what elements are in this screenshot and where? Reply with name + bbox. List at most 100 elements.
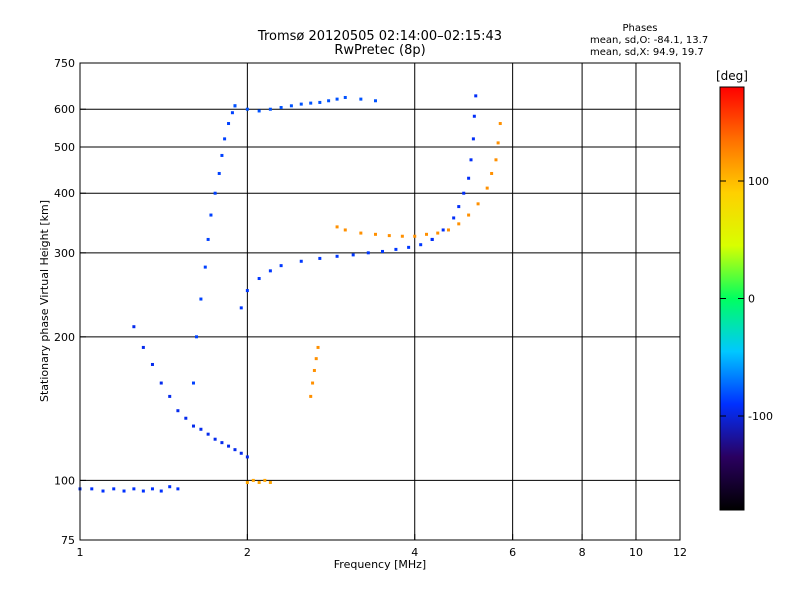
data-point <box>425 232 429 236</box>
data-point <box>239 306 243 310</box>
data-point <box>467 176 471 180</box>
chart-title: Tromsø 20120505 02:14:00–02:15:43 <box>257 29 502 44</box>
legend-x-stats: mean, sd,X: 94.9, 19.7 <box>590 47 704 58</box>
data-point <box>316 345 320 349</box>
data-point <box>380 249 384 253</box>
data-point <box>366 251 370 255</box>
data-point <box>220 153 224 157</box>
data-point <box>213 191 217 195</box>
data-point <box>227 122 231 126</box>
data-point <box>351 253 355 257</box>
y-tick-label: 500 <box>54 141 75 154</box>
data-point <box>199 297 203 301</box>
data-point <box>194 335 198 339</box>
data-point <box>251 478 255 482</box>
data-point <box>150 362 154 366</box>
x-tick-label: 4 <box>411 546 418 559</box>
data-point <box>159 381 163 385</box>
data-point <box>476 202 480 206</box>
data-point <box>318 256 322 260</box>
data-point <box>184 416 188 420</box>
data-point <box>311 381 315 385</box>
data-point <box>373 99 377 103</box>
data-point <box>268 269 272 273</box>
data-point <box>289 104 293 108</box>
data-point <box>452 216 456 220</box>
data-point <box>168 485 172 489</box>
data-point <box>150 487 154 491</box>
data-point <box>472 114 476 118</box>
data-point <box>462 191 466 195</box>
data-point <box>457 222 461 226</box>
data-point <box>335 97 339 101</box>
data-point <box>494 158 498 162</box>
data-point <box>122 489 126 493</box>
data-point <box>101 489 105 493</box>
data-point <box>419 243 423 247</box>
data-point <box>245 455 249 459</box>
data-point <box>257 277 261 281</box>
data-point <box>469 158 473 162</box>
data-point <box>239 451 243 455</box>
data-point <box>496 141 500 145</box>
data-point <box>206 432 210 436</box>
colorbar-tick-label: -100 <box>748 410 773 423</box>
x-tick-label: 6 <box>509 546 516 559</box>
data-point <box>335 225 339 229</box>
chart-subtitle: RwPretec (8p) <box>334 43 425 58</box>
colorbar-ticks: 100 0 -100 <box>720 175 773 423</box>
data-point <box>263 478 267 482</box>
y-tick-label: 600 <box>54 103 75 116</box>
data-point <box>90 487 94 491</box>
data-point <box>245 107 249 111</box>
data-point <box>159 489 163 493</box>
data-point <box>279 264 283 268</box>
x-tick-label: 10 <box>629 546 643 559</box>
data-point <box>191 381 195 385</box>
data-point <box>436 231 440 235</box>
data-point <box>373 232 377 236</box>
data-point <box>227 444 231 448</box>
x-tick-label: 2 <box>244 546 251 559</box>
data-point <box>309 394 313 398</box>
y-tick-label: 200 <box>54 331 75 344</box>
data-point <box>359 231 363 235</box>
data-point <box>209 213 213 217</box>
data-point <box>299 259 303 263</box>
data-point <box>176 409 180 413</box>
y-tick-label: 75 <box>61 534 75 547</box>
data-point <box>206 237 210 241</box>
data-point <box>176 487 180 491</box>
data-point <box>485 186 489 190</box>
data-point <box>233 104 237 108</box>
y-tick-label: 400 <box>54 187 75 200</box>
data-point <box>430 237 434 241</box>
data-point <box>490 171 494 175</box>
data-point <box>141 345 145 349</box>
data-point <box>230 111 234 115</box>
data-point <box>343 228 347 232</box>
data-point <box>257 480 261 484</box>
data-point <box>318 100 322 104</box>
data-point <box>112 487 116 491</box>
x-tick-label: 1 <box>77 546 84 559</box>
data-point <box>471 137 475 141</box>
x-axis-ticks: 1 2 4 6 8 10 12 <box>77 534 687 559</box>
x-axis-label: Frequency [MHz] <box>334 558 426 571</box>
data-point <box>335 254 339 258</box>
data-point <box>446 228 450 232</box>
y-axis-label: Stationary phase Virtual Height [km] <box>38 200 51 402</box>
data-point <box>400 234 404 238</box>
data-point <box>387 234 391 238</box>
data-point <box>407 245 411 249</box>
data-point <box>309 101 313 105</box>
legend-o-stats: mean, sd,O: -84.1, 13.7 <box>590 35 708 46</box>
data-points <box>78 94 502 493</box>
data-point <box>457 205 461 209</box>
data-point <box>312 368 316 372</box>
data-point <box>279 106 283 110</box>
data-point <box>257 109 261 113</box>
